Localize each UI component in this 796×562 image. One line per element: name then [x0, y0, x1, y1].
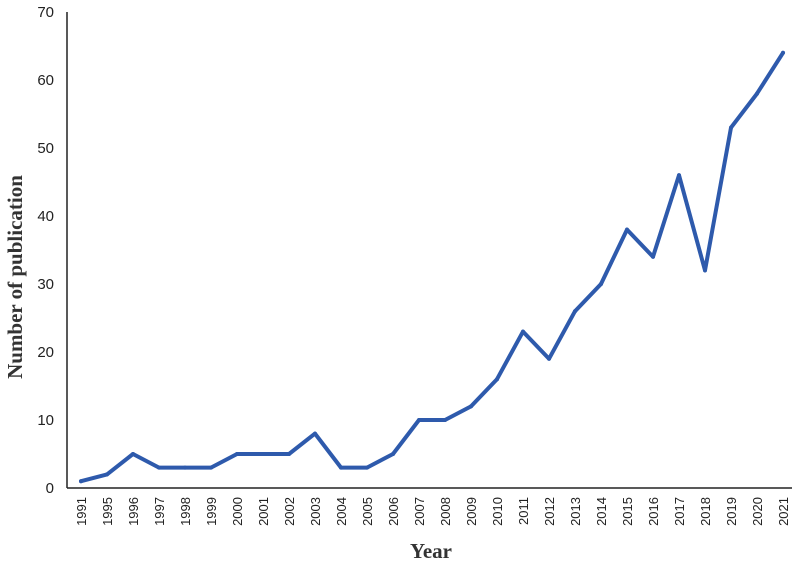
- data-point: [131, 452, 135, 456]
- data-point: [755, 91, 759, 96]
- x-tick-label: 2020: [750, 497, 765, 526]
- x-tick-label: 1998: [178, 497, 193, 526]
- x-tick-label: 2002: [282, 497, 297, 526]
- x-tick-label: 2004: [334, 497, 349, 526]
- x-tick-label: 2008: [438, 497, 453, 526]
- y-tick-label: 60: [37, 72, 54, 89]
- x-tick-label: 2014: [594, 497, 609, 526]
- data-point: [313, 431, 317, 436]
- x-tick-label: 2018: [698, 497, 713, 526]
- x-tick-label: 2001: [256, 497, 271, 526]
- data-point: [547, 356, 551, 361]
- data-point: [495, 377, 499, 382]
- x-tick-label: 2010: [490, 497, 505, 526]
- y-axis-ticks: 0 10 20 30 40 50 60 70: [37, 4, 54, 497]
- data-point: [391, 452, 395, 456]
- data-point: [365, 465, 369, 470]
- y-tick-label: 10: [37, 412, 54, 429]
- data-point: [521, 329, 525, 334]
- y-tick-label: 0: [46, 480, 54, 497]
- x-tick-label: 2007: [412, 497, 427, 526]
- data-point: [339, 465, 343, 470]
- y-tick-label: 20: [37, 344, 54, 361]
- data-point: [703, 268, 707, 273]
- data-point: [287, 452, 291, 456]
- data-point: [781, 50, 785, 55]
- data-point: [677, 173, 681, 178]
- x-tick-label: 2005: [360, 497, 375, 526]
- data-point: [625, 227, 629, 232]
- data-point: [469, 404, 473, 409]
- x-tick-label: 2015: [620, 497, 635, 526]
- x-tick-label: 2017: [672, 497, 687, 526]
- data-point: [729, 125, 733, 130]
- x-tick-label: 2000: [230, 497, 245, 526]
- data-point: [261, 452, 265, 456]
- data-point: [183, 465, 187, 470]
- data-point: [209, 465, 213, 470]
- x-tick-label: 2013: [568, 497, 583, 526]
- data-point: [235, 452, 239, 456]
- x-tick-label: 2006: [386, 497, 401, 526]
- data-point: [573, 309, 577, 314]
- data-point: [417, 418, 421, 422]
- y-tick-label: 30: [37, 276, 54, 293]
- x-tick-label: 2011: [516, 497, 531, 525]
- x-tick-label: 2016: [646, 497, 661, 526]
- y-axis-title: Number of publication: [3, 175, 27, 379]
- x-tick-label: 1997: [152, 497, 167, 526]
- x-tick-label: 2012: [542, 497, 557, 526]
- series-line: [79, 50, 785, 484]
- x-tick-label: 2021: [776, 497, 791, 526]
- y-tick-label: 70: [37, 4, 54, 21]
- data-point: [105, 472, 109, 477]
- x-tick-label: 1999: [204, 497, 219, 526]
- x-tick-label: 2019: [724, 497, 739, 526]
- x-tick-label: 2009: [464, 497, 479, 526]
- y-tick-label: 40: [37, 208, 54, 225]
- x-tick-label: 2003: [308, 497, 323, 526]
- x-tick-label: 1995: [100, 497, 115, 526]
- x-axis-ticks: 1991 1995 1996 1997 1998 1999 2000 2001 2002 2003…: [74, 497, 791, 526]
- data-point: [599, 282, 603, 286]
- data-points: [79, 50, 785, 484]
- y-tick-label: 50: [37, 140, 54, 157]
- data-point: [443, 418, 447, 422]
- x-tick-label: 1991: [74, 497, 89, 526]
- x-axis-title: Year: [410, 539, 452, 562]
- data-point: [79, 479, 83, 484]
- data-point: [157, 465, 161, 470]
- x-tick-label: 1996: [126, 497, 141, 526]
- data-point: [651, 254, 655, 259]
